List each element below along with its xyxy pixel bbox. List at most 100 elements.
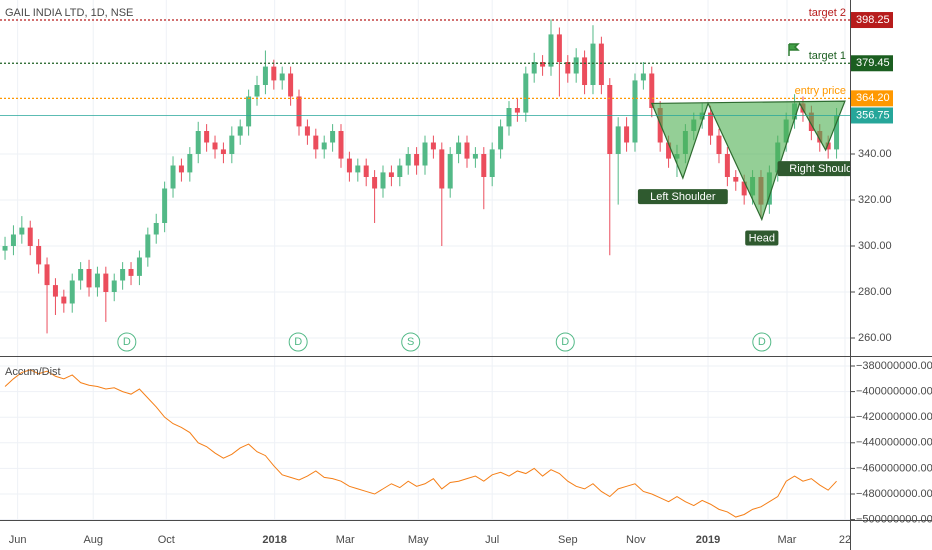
candle-body [733,176,739,182]
pattern-label: Right Shoulder [789,163,862,175]
candle-body [447,154,453,189]
candle-body [44,264,50,286]
candle-body [321,142,327,150]
candle-body [271,66,277,81]
candle-body [262,66,268,86]
candle-body [304,126,310,136]
candle-body [414,154,420,166]
candle-body [61,296,67,304]
candle-body [405,154,411,166]
level-name: target 1 [809,50,846,62]
indicator-title: Accum/Dist [5,366,61,378]
y-tick-label: 300.00 [858,240,892,252]
y-tick-label: 280.00 [858,286,892,298]
candle-body [666,142,672,159]
level-price-label: 398.25 [856,14,890,26]
event-label: D [758,336,766,348]
y-tick-label: −440000000.0000 [856,437,932,449]
candle-body [397,165,403,177]
candle-body [657,108,663,143]
candle-body [279,73,285,81]
candle-body [170,165,176,189]
candle-body [498,126,504,150]
x-tick-label: Mar [336,534,355,546]
candle-body [204,131,210,143]
x-tick-label: 22 [839,534,851,546]
candle-body [136,257,142,276]
candle-body [229,135,235,155]
level-price-box [851,107,893,124]
candle-body [388,172,394,177]
x-tick-label: 2018 [262,534,286,546]
y-tick-label: −400000000.0000 [856,386,932,398]
candle-body [523,73,529,113]
candle-body [456,142,462,155]
candle-body [346,158,352,173]
level-price-box [851,90,893,107]
candle-body [178,165,184,173]
event-marker [555,332,575,352]
candle-body [19,227,25,235]
x-tick-label: Jul [485,534,499,546]
candle-body [36,245,42,265]
pattern-label: Head [749,232,775,244]
flag-icon [788,43,800,56]
candle-body [246,96,252,127]
candle-body [825,142,831,150]
y-tick-label: 320.00 [858,194,892,206]
event-marker [401,332,421,352]
candle-body [598,43,604,86]
event-label: S [407,336,414,348]
chart-title: GAIL INDIA LTD, 1D, NSE [5,7,133,19]
candle-body [649,73,655,109]
candle-body [573,57,579,74]
candle-body [724,154,730,177]
candle-body [86,268,92,288]
candle-body [27,227,33,246]
candle-body [212,142,218,150]
level-price-label: 356.75 [856,109,890,121]
pattern-label-box [745,230,779,246]
y-tick-label: −480000000.0000 [856,488,932,500]
pattern-label: Left Shoulder [650,191,716,203]
candle-body [10,234,16,246]
price-pane: Left Shoulder Head Right Shoulder target 2 t… [0,0,862,356]
candle-body [716,135,722,155]
level-price-box [851,12,893,29]
x-tick-label: Aug [83,534,103,546]
x-tick-label: Jun [9,534,27,546]
x-tick-label: 2019 [696,534,720,546]
x-tick-label: Sep [558,534,578,546]
candle-body [506,108,512,127]
x-tick-label: May [408,534,429,546]
candle-body [254,85,260,97]
y-tick-label: −460000000.0000 [856,462,932,474]
candle-body [187,154,193,173]
candle-body [338,131,344,159]
candle-body [741,181,747,196]
candle-body [531,62,537,74]
accum-dist-line [4,369,837,518]
candle-body [162,188,168,223]
level-price-box [851,55,893,72]
y-tick-label: 260.00 [858,332,892,344]
candle-body [288,73,294,97]
y-tick-label: −380000000.0000 [856,360,932,372]
candle-body [640,73,646,81]
candle-body [355,165,361,173]
level-name: target 2 [809,7,846,19]
candle-body [548,34,554,67]
candle-body [2,245,8,251]
level-name: entry price [795,85,846,97]
pattern-label-box [637,189,728,205]
candle-body [565,62,571,74]
candle-body [94,273,100,288]
candle-body [481,154,487,177]
level-price-label: 364.20 [856,92,890,104]
candle-body [632,80,638,143]
candle-body [69,280,75,304]
candle-body [472,154,478,159]
candle-body [834,115,840,150]
